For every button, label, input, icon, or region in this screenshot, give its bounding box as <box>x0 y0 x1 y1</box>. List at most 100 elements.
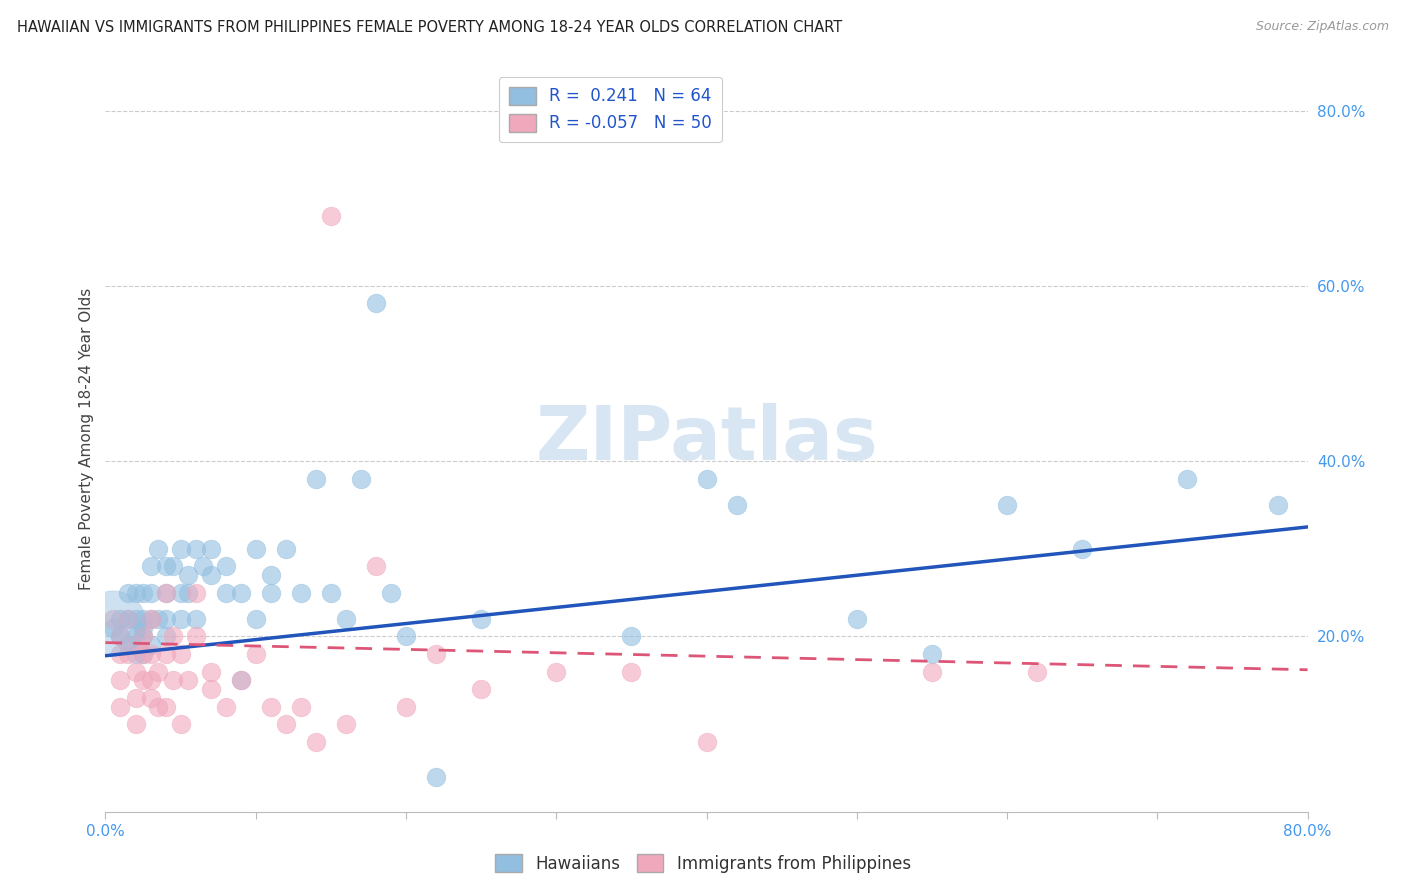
Point <box>214 699 236 714</box>
Point <box>245 541 267 556</box>
Point <box>696 472 718 486</box>
Point <box>305 472 328 486</box>
Point <box>101 621 124 635</box>
Point <box>274 541 297 556</box>
Point <box>319 209 342 223</box>
Point <box>319 585 342 599</box>
Point <box>200 665 222 679</box>
Point <box>335 612 357 626</box>
Point <box>335 717 357 731</box>
Point <box>139 585 162 599</box>
Point <box>245 612 267 626</box>
Point <box>184 585 207 599</box>
Point <box>260 585 283 599</box>
Point <box>200 681 222 696</box>
Point <box>260 568 283 582</box>
Legend: Hawaiians, Immigrants from Philippines: Hawaiians, Immigrants from Philippines <box>488 847 918 880</box>
Point <box>620 630 643 644</box>
Point <box>139 612 162 626</box>
Point <box>124 717 146 731</box>
Point <box>696 734 718 748</box>
Point <box>184 612 207 626</box>
Point <box>162 673 184 688</box>
Point <box>169 541 191 556</box>
Point <box>124 647 146 661</box>
Point <box>620 665 643 679</box>
Point <box>132 630 155 644</box>
Point <box>350 472 373 486</box>
Point <box>110 612 132 626</box>
Point <box>425 647 447 661</box>
Point <box>155 585 177 599</box>
Point <box>214 559 236 574</box>
Point <box>117 612 139 626</box>
Point <box>124 690 146 705</box>
Point <box>146 541 169 556</box>
Point <box>380 585 402 599</box>
Point <box>200 568 222 582</box>
Point <box>139 559 162 574</box>
Point <box>169 717 191 731</box>
Point <box>155 699 177 714</box>
Point <box>177 673 200 688</box>
Point <box>117 638 139 652</box>
Point <box>184 630 207 644</box>
Point <box>110 647 132 661</box>
Point <box>921 647 943 661</box>
Point <box>546 665 568 679</box>
Point <box>274 717 297 731</box>
Point <box>364 296 387 310</box>
Point <box>305 734 328 748</box>
Y-axis label: Female Poverty Among 18-24 Year Olds: Female Poverty Among 18-24 Year Olds <box>79 288 94 591</box>
Point <box>169 585 191 599</box>
Point <box>139 690 162 705</box>
Point <box>229 585 252 599</box>
Text: ZIPatlas: ZIPatlas <box>536 403 877 475</box>
Point <box>132 673 155 688</box>
Point <box>139 673 162 688</box>
Point <box>162 630 184 644</box>
Text: Source: ZipAtlas.com: Source: ZipAtlas.com <box>1256 20 1389 33</box>
Point <box>169 647 191 661</box>
Point <box>155 612 177 626</box>
Point <box>200 541 222 556</box>
Point <box>132 612 155 626</box>
Point <box>921 665 943 679</box>
Point <box>139 612 162 626</box>
Point <box>132 630 155 644</box>
Point <box>162 559 184 574</box>
Point <box>995 498 1018 512</box>
Point <box>395 699 418 714</box>
Point <box>177 568 200 582</box>
Point <box>124 612 146 626</box>
Point <box>470 681 492 696</box>
Point <box>155 630 177 644</box>
Legend: R =  0.241   N = 64, R = -0.057   N = 50: R = 0.241 N = 64, R = -0.057 N = 50 <box>499 77 721 143</box>
Point <box>395 630 418 644</box>
Point <box>117 612 139 626</box>
Point <box>155 585 177 599</box>
Point <box>146 612 169 626</box>
Point <box>139 647 162 661</box>
Point <box>425 770 447 784</box>
Point <box>1026 665 1049 679</box>
Point <box>146 665 169 679</box>
Point <box>169 612 191 626</box>
Point <box>1267 498 1289 512</box>
Point <box>110 699 132 714</box>
Point <box>110 673 132 688</box>
Point <box>184 541 207 556</box>
Point <box>214 585 236 599</box>
Point <box>132 647 155 661</box>
Point <box>364 559 387 574</box>
Point <box>110 630 132 644</box>
Point <box>124 630 146 644</box>
Point <box>470 612 492 626</box>
Point <box>290 699 312 714</box>
Point <box>124 585 146 599</box>
Point <box>101 616 124 631</box>
Point <box>245 647 267 661</box>
Point <box>139 638 162 652</box>
Point <box>725 498 748 512</box>
Point <box>124 665 146 679</box>
